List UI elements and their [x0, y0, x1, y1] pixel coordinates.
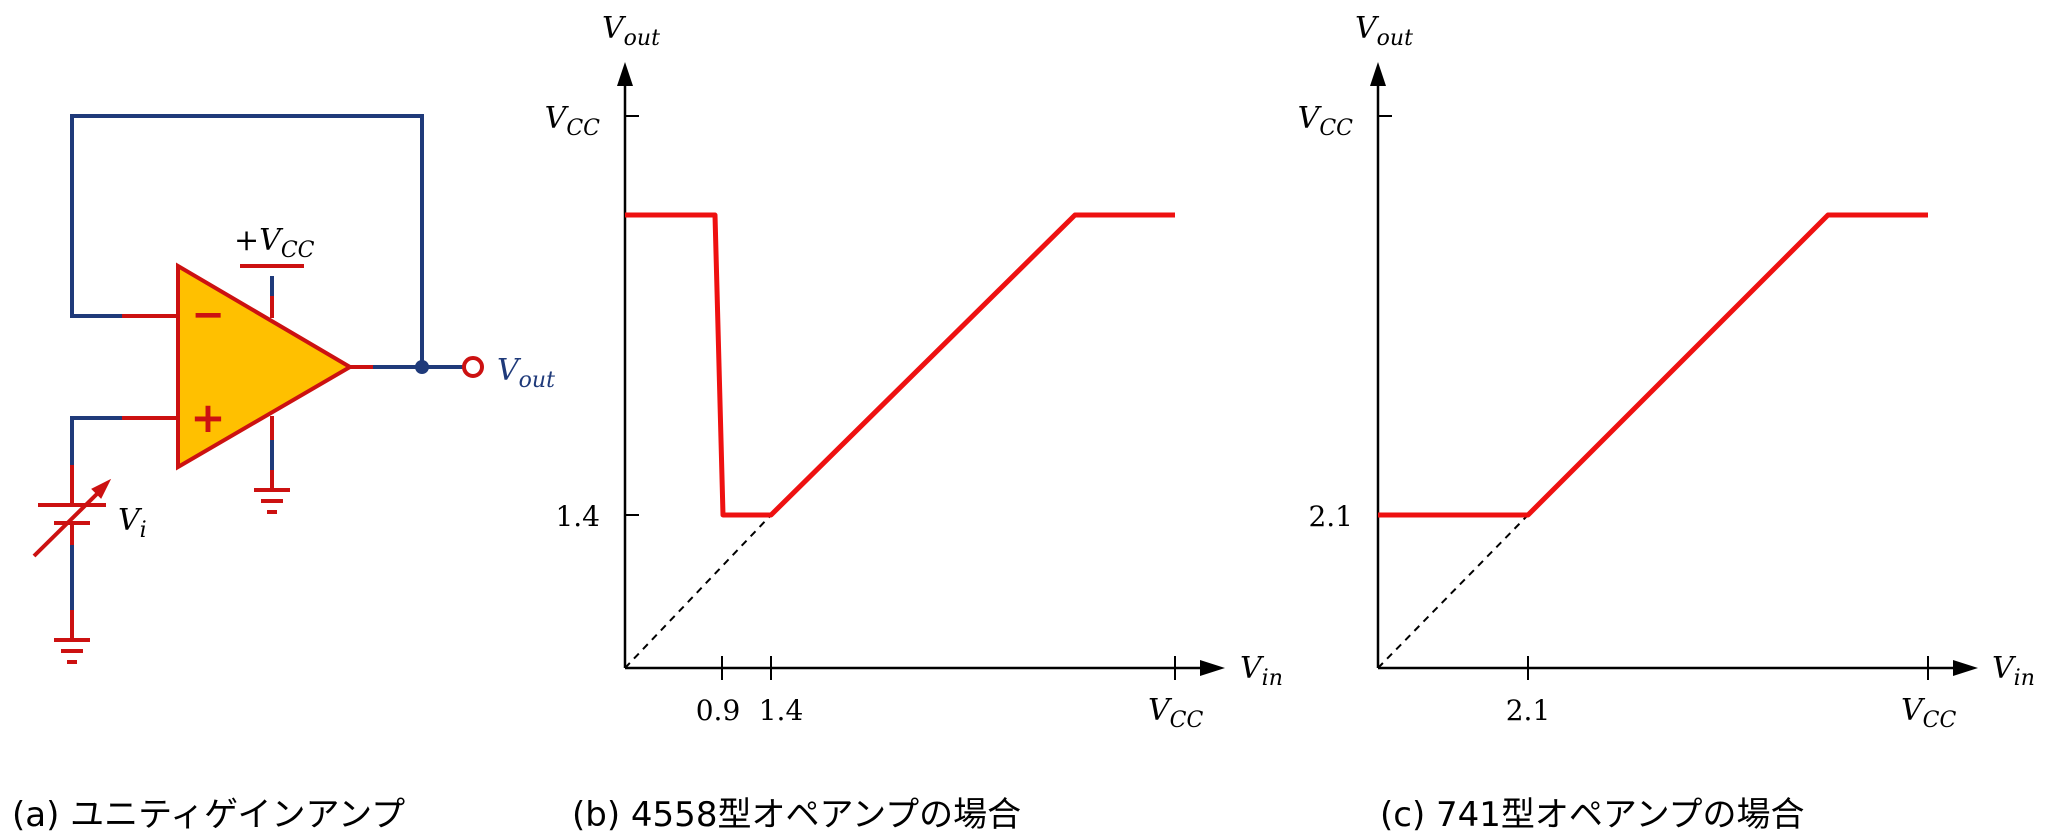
- variable-source-icon: [32, 465, 112, 558]
- junction-dot: [415, 360, 429, 374]
- supply-label: +VCC: [234, 223, 315, 263]
- x-tick-label: VCC: [1901, 693, 1957, 733]
- caption-a: (a) ユニティゲインアンプ: [12, 795, 405, 835]
- feedback-wire: [70, 114, 424, 367]
- graph-b: Vout Vin VCC 1.4 0.9 1.4 VCC: [545, 11, 1283, 733]
- ground-icon: [54, 610, 90, 664]
- graph-c: Vout Vin VCC 2.1 2.1 VCC: [1298, 11, 2035, 733]
- y-tick-label: 2.1: [1308, 500, 1353, 533]
- inverting-sign: −: [191, 292, 225, 338]
- caption-c: (c) 741型オペアンプの場合: [1380, 795, 1805, 835]
- transfer-curve: [625, 212, 1175, 518]
- source-label: Vi: [118, 503, 147, 543]
- y-axis-label: Vout: [602, 11, 660, 51]
- noninverting-sign: +: [190, 393, 225, 442]
- x-tick-label: 1.4: [759, 694, 804, 727]
- y-axis-arrow: [1370, 62, 1386, 86]
- y-axis-label: Vout: [1355, 11, 1413, 51]
- input-wire: [70, 416, 122, 465]
- reference-line: [1377, 514, 1529, 669]
- x-axis-label: Vin: [1992, 651, 2035, 691]
- x-tick-label: 2.1: [1506, 694, 1551, 727]
- x-tick-label: VCC: [1148, 693, 1204, 733]
- y-tick-label: VCC: [1298, 101, 1354, 141]
- x-axis-arrow: [1200, 660, 1225, 676]
- transfer-curve: [1378, 212, 1928, 518]
- opamp-symbol: [176, 262, 354, 471]
- output-terminal: [462, 356, 484, 378]
- reference-line: [624, 514, 772, 669]
- x-tick-label: 0.9: [696, 694, 741, 727]
- y-tick-label: VCC: [545, 101, 601, 141]
- circuit-diagram: − + +VCC Vout Vi: [32, 114, 555, 664]
- caption-b: (b) 4558型オペアンプの場合: [572, 795, 1021, 835]
- x-axis-label: Vin: [1240, 651, 1283, 691]
- ground-icon: [254, 470, 290, 514]
- y-tick-label: 1.4: [555, 500, 600, 533]
- x-axis-arrow: [1953, 660, 1978, 676]
- output-label: Vout: [497, 353, 555, 393]
- y-axis-arrow: [617, 62, 633, 86]
